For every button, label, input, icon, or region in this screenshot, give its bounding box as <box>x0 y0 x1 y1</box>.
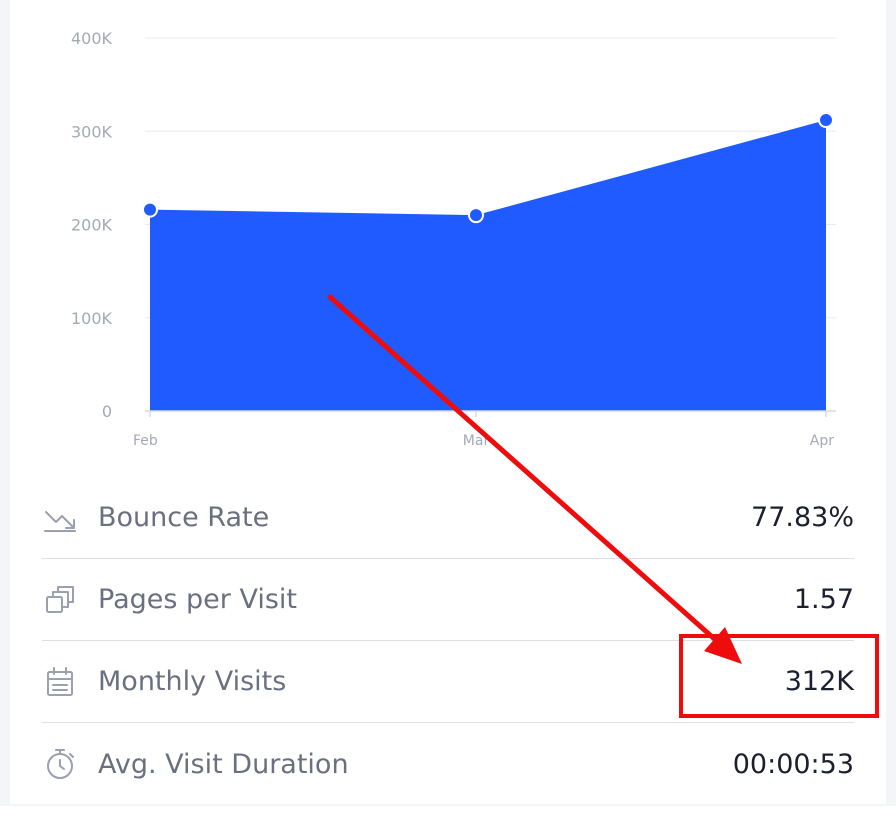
area-series <box>150 120 826 411</box>
stat-value: 00:00:53 <box>732 748 854 780</box>
stat-label: Avg. Visit Duration <box>98 748 349 780</box>
data-point <box>468 207 484 224</box>
stat-label: Pages per Visit <box>98 584 297 615</box>
x-tick-label: Feb <box>133 433 158 449</box>
stat-value: 77.83% <box>751 502 854 533</box>
stat-label: Bounce Rate <box>98 502 270 533</box>
stat-row-pages-per-visit: Pages per Visit 1.57 <box>42 559 854 641</box>
x-tick-label: Mar <box>463 433 490 449</box>
monthly-visits-area-chart: 0 100K 200K 300K 400K Feb Mar Apr <box>71 29 836 449</box>
stat-value: 312K <box>784 666 854 697</box>
stat-value: 1.57 <box>793 584 854 615</box>
y-tick-label: 200K <box>71 216 113 235</box>
y-tick-label: 0 <box>102 402 112 421</box>
trend-down-icon <box>42 500 78 536</box>
y-tick-label: 400K <box>71 29 113 48</box>
stopwatch-icon <box>42 746 78 782</box>
stat-row-avg-visit-duration: Avg. Visit Duration 00:00:53 <box>42 723 854 805</box>
highlight-box-monthly-visits <box>679 634 879 718</box>
y-tick-label: 100K <box>71 309 113 328</box>
data-point <box>142 201 158 218</box>
pages-icon <box>42 582 78 618</box>
y-tick-label: 300K <box>71 122 113 141</box>
stat-label: Monthly Visits <box>98 666 287 697</box>
data-point <box>818 112 834 129</box>
calendar-icon <box>42 664 78 700</box>
stat-row-monthly-visits: Monthly Visits 312K <box>42 641 854 723</box>
stat-row-bounce-rate: Bounce Rate 77.83% <box>42 477 854 559</box>
card-footer-strip <box>0 806 896 828</box>
x-tick-label: Apr <box>810 433 834 449</box>
